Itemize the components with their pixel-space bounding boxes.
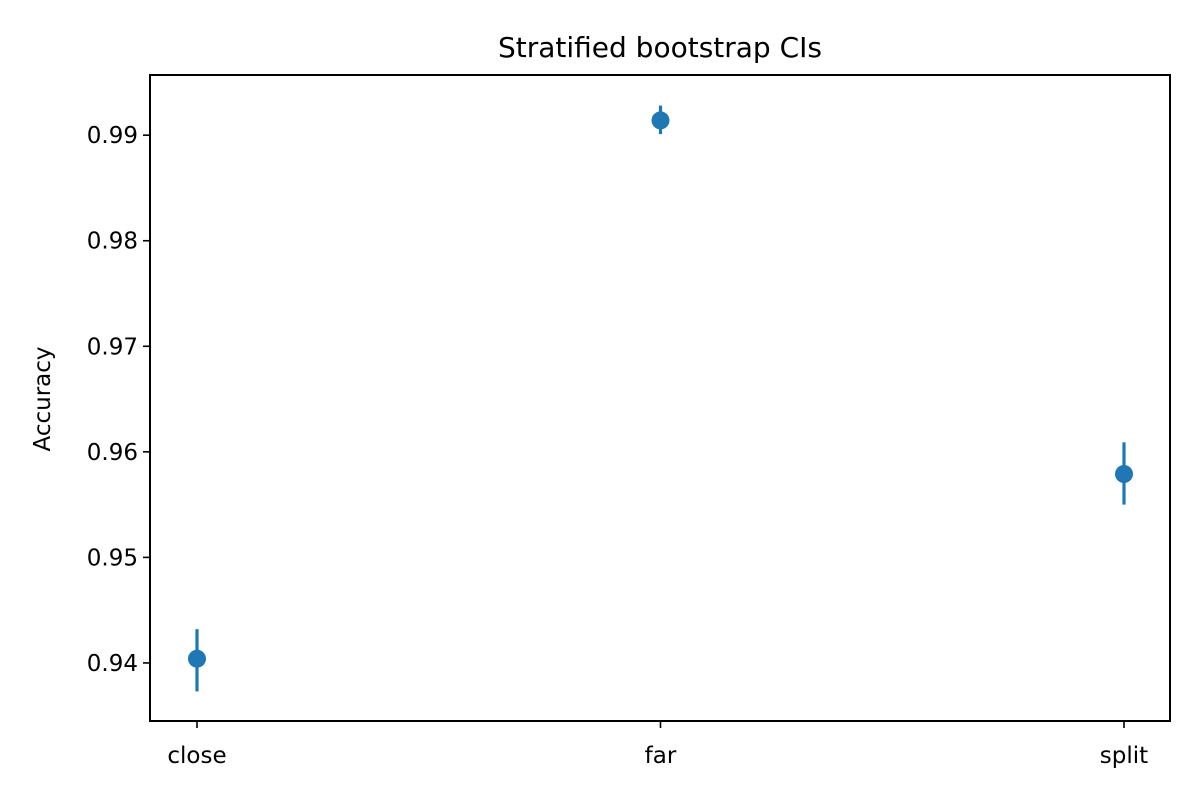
x-tick-label: close bbox=[167, 743, 226, 769]
plot-area bbox=[149, 74, 1171, 722]
y-tick-label: 0.96 bbox=[87, 440, 138, 466]
y-tick-label: 0.97 bbox=[87, 334, 138, 360]
y-ticks: 0.94 0.95 0.96 0.97 0.98 0.99 bbox=[87, 123, 150, 677]
error-bars bbox=[195, 105, 1126, 692]
x-tick-label: far bbox=[645, 743, 677, 769]
data-point bbox=[651, 111, 670, 130]
x-tick-label: split bbox=[1100, 743, 1148, 769]
y-tick-label: 0.99 bbox=[87, 123, 138, 149]
y-tick-label: 0.98 bbox=[87, 229, 138, 255]
data-point bbox=[1115, 465, 1133, 483]
y-tick-label: 0.94 bbox=[87, 651, 138, 677]
data-point bbox=[188, 649, 206, 668]
x-ticks: close far split bbox=[167, 721, 1148, 769]
y-axis-label: Accuracy bbox=[30, 346, 56, 451]
chart-title: Stratified bootstrap CIs bbox=[498, 31, 822, 64]
y-tick-label: 0.95 bbox=[87, 545, 138, 571]
data-points bbox=[188, 111, 1133, 668]
